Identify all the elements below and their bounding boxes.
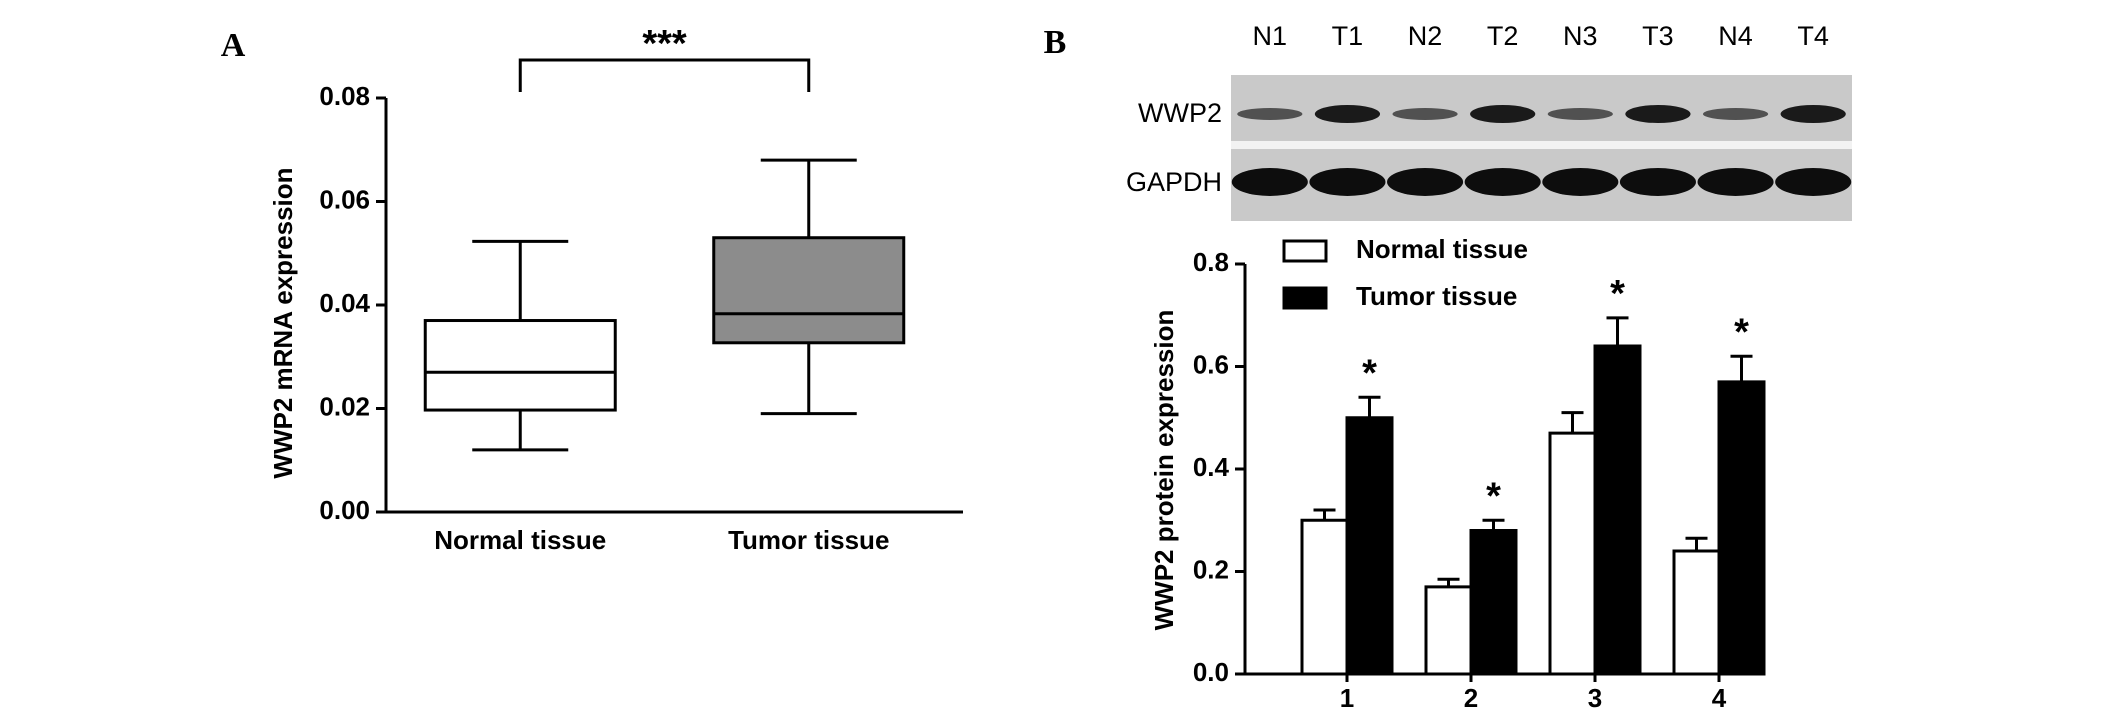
bar [1469,529,1518,676]
y-axis-label: WWP2 mRNA expression [268,167,298,478]
bar [1548,431,1597,676]
legend-swatch [1282,239,1328,263]
significance-label: * [1610,273,1625,315]
significance-label: * [1486,475,1501,517]
band [1542,168,1619,196]
legend-label: Tumor tissue [1356,281,1517,311]
y-tick-label: 0.4 [1193,452,1230,482]
band [1619,168,1696,196]
band [1392,108,1458,120]
band [1697,168,1774,196]
box [712,236,906,345]
bar [1300,518,1349,676]
lane-label: N1 [1253,21,1288,51]
blot-separator [1231,141,1852,149]
significance-label: * [1362,352,1377,394]
significance-label: * [1734,311,1749,353]
band [1464,168,1541,196]
y-tick-label: 0.04 [319,288,370,318]
band [1470,105,1536,123]
x-tick-label: 3 [1588,683,1602,713]
y-tick-label: 0.2 [1193,554,1229,584]
bar [1672,549,1721,676]
lane-label: T2 [1487,21,1519,51]
y-tick-label: 0.02 [319,391,370,421]
band [1314,105,1381,123]
lane-label: N2 [1408,21,1443,51]
y-tick-label: 0.00 [319,495,370,525]
y-tick-label: 0.0 [1193,657,1229,687]
band [1231,168,1308,196]
legend-label: Normal tissue [1356,234,1528,264]
panel-label: B [1044,24,1067,61]
y-tick-label: 0.06 [319,184,370,214]
legend-swatch [1282,286,1328,310]
lane-label: N4 [1718,21,1753,51]
panel-label: A [221,27,246,64]
bar [1345,416,1394,676]
band [1237,108,1303,120]
lane-label: T4 [1797,21,1829,51]
y-axis-label: WWP2 protein expression [1149,310,1179,631]
band [1775,168,1852,196]
band [1309,168,1386,196]
bar [1424,585,1473,676]
x-tick-label: Tumor tissue [728,525,889,555]
band [1780,105,1846,123]
significance-bracket [518,58,811,92]
x-tick-label: 2 [1464,683,1478,713]
y-tick-label: 0.6 [1193,349,1229,379]
lane-label: N3 [1563,21,1598,51]
bar [1717,380,1766,676]
row-label: GAPDH [1126,167,1222,197]
significance-label: *** [642,23,687,65]
bar [1593,344,1642,676]
band [1547,108,1613,120]
row-label: WWP2 [1138,98,1222,128]
x-tick-label: 1 [1340,683,1354,713]
lane-label: T3 [1642,21,1674,51]
x-tick-label: 4 [1712,683,1727,713]
band [1702,108,1769,120]
lane-label: T1 [1332,21,1364,51]
y-tick-label: 0.08 [319,81,370,111]
band [1387,168,1464,196]
band [1625,105,1691,123]
box [423,319,617,412]
x-tick-label: Normal tissue [434,525,606,555]
y-tick-label: 0.8 [1193,247,1229,277]
